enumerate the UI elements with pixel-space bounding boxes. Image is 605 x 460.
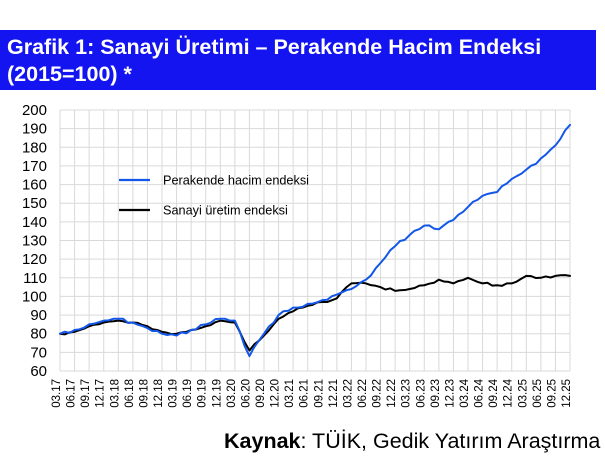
svg-text:06.18: 06.18 [124, 379, 136, 408]
svg-text:09.17: 09.17 [80, 379, 92, 408]
svg-text:12.18: 12.18 [153, 379, 165, 408]
svg-text:120: 120 [22, 251, 47, 268]
svg-text:03.24: 03.24 [459, 378, 471, 407]
svg-text:12.25: 12.25 [561, 379, 573, 408]
svg-text:100: 100 [22, 288, 47, 305]
svg-text:03.22: 03.22 [342, 379, 354, 408]
svg-text:140: 140 [22, 214, 47, 231]
svg-text:06.22: 06.22 [357, 379, 369, 408]
svg-text:Sanayi üretim endeksi: Sanayi üretim endeksi [163, 204, 288, 218]
svg-text:03.19: 03.19 [168, 379, 180, 408]
svg-text:03.25: 03.25 [517, 379, 529, 408]
svg-text:60: 60 [30, 363, 47, 380]
svg-text:12.17: 12.17 [95, 379, 107, 408]
svg-text:06.17: 06.17 [66, 379, 78, 408]
svg-text:06.20: 06.20 [240, 379, 252, 408]
svg-text:09.18: 09.18 [138, 379, 150, 408]
svg-text:09.20: 09.20 [255, 379, 267, 408]
svg-text:12.24: 12.24 [503, 378, 515, 407]
svg-text:06.23: 06.23 [415, 379, 427, 408]
svg-text:09.21: 09.21 [313, 379, 325, 408]
svg-text:110: 110 [23, 270, 47, 287]
svg-text:Perakende hacim endeksi: Perakende hacim endeksi [163, 174, 309, 188]
svg-text:12.19: 12.19 [211, 379, 223, 408]
svg-text:06.25: 06.25 [532, 379, 544, 408]
svg-text:12.22: 12.22 [386, 379, 398, 408]
svg-text:170: 170 [22, 158, 47, 175]
svg-text:200: 200 [22, 102, 47, 119]
svg-text:150: 150 [22, 195, 47, 212]
svg-text:03.23: 03.23 [401, 379, 413, 408]
svg-text:70: 70 [30, 344, 47, 361]
svg-text:03.18: 03.18 [109, 379, 121, 408]
svg-text:09.23: 09.23 [430, 379, 442, 408]
svg-text:09.24: 09.24 [488, 378, 500, 407]
svg-text:12.20: 12.20 [270, 379, 282, 408]
svg-text:130: 130 [22, 233, 47, 250]
svg-text:190: 190 [22, 121, 47, 138]
svg-text:90: 90 [30, 307, 47, 324]
svg-text:03.21: 03.21 [284, 379, 296, 408]
svg-text:12.21: 12.21 [328, 379, 340, 408]
svg-text:03.20: 03.20 [226, 379, 238, 408]
svg-text:12.23: 12.23 [444, 379, 456, 408]
svg-text:03.17: 03.17 [51, 379, 63, 408]
svg-text:80: 80 [30, 326, 47, 343]
svg-text:09.22: 09.22 [372, 379, 384, 408]
svg-text:06.24: 06.24 [474, 378, 486, 407]
svg-text:09.25: 09.25 [546, 379, 558, 408]
svg-text:180: 180 [22, 139, 47, 156]
svg-text:160: 160 [22, 177, 47, 194]
svg-text:06.19: 06.19 [182, 379, 194, 408]
svg-text:09.19: 09.19 [197, 379, 209, 408]
svg-text:06.21: 06.21 [299, 379, 311, 408]
